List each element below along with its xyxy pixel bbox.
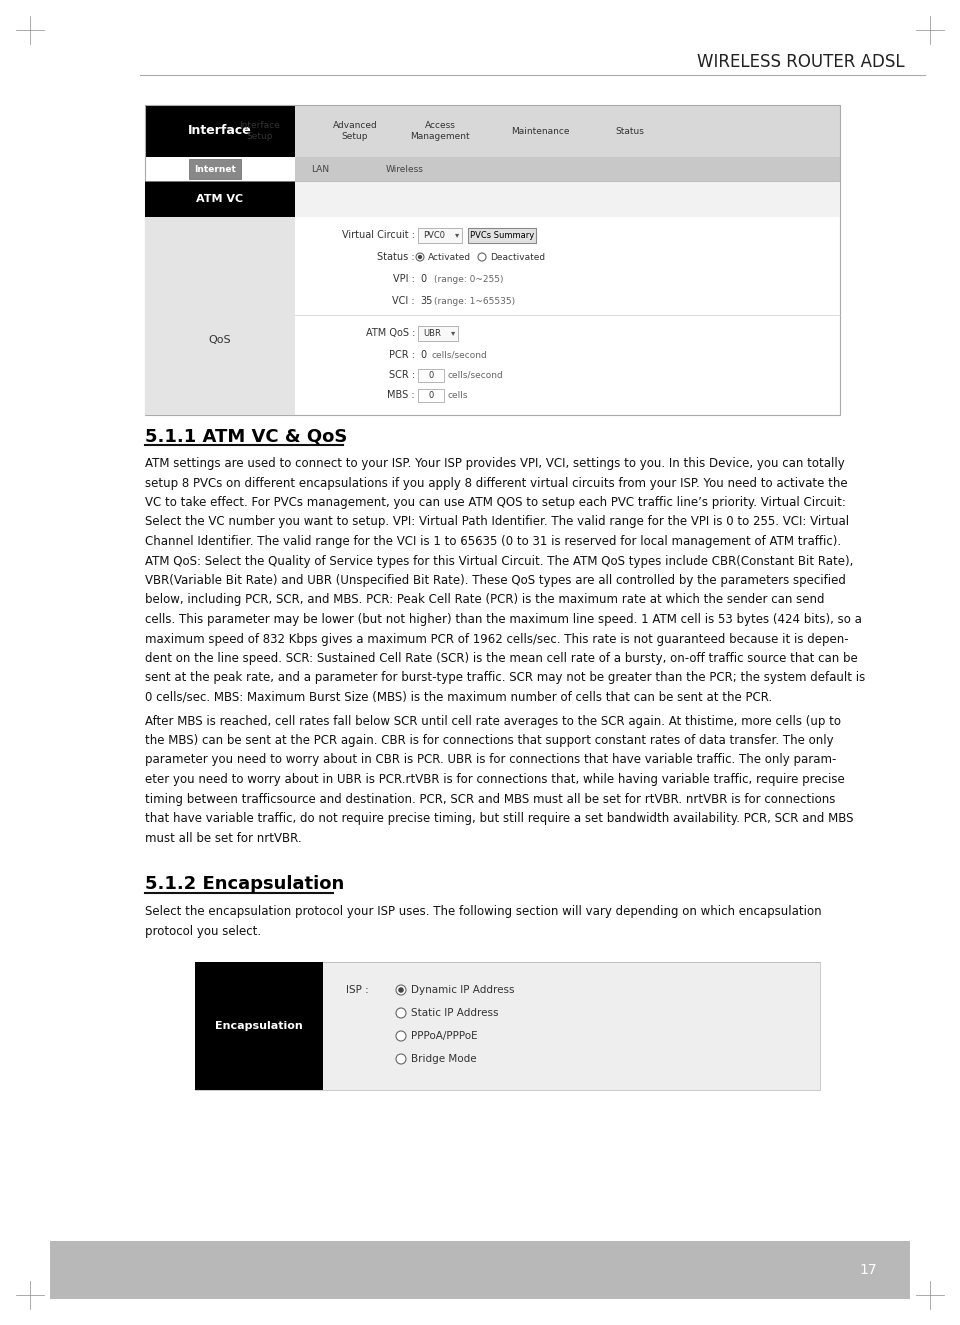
Text: Status: Status [615, 126, 644, 135]
Text: 5.1.1 ATM VC & QoS: 5.1.1 ATM VC & QoS [145, 427, 348, 445]
Text: LAN: LAN [311, 164, 329, 174]
Text: 5.1.2 Encapsulation: 5.1.2 Encapsulation [145, 874, 345, 893]
Bar [295, 105, 840, 156]
Text: 17: 17 [859, 1263, 876, 1277]
Text: Static IP Address: Static IP Address [411, 1008, 498, 1018]
Text: ▾: ▾ [455, 231, 459, 240]
Text: VC to take effect. For PVCs management, you can use ATM QOS to setup each PVC tr: VC to take effect. For PVCs management, … [145, 496, 846, 509]
Text: setup 8 PVCs on different encapsulations if you apply 8 different virtual circui: setup 8 PVCs on different encapsulations… [145, 477, 848, 489]
Text: VPI :: VPI : [394, 274, 415, 284]
Circle shape [396, 1053, 406, 1064]
Text: 0 cells/sec. MBS: Maximum Burst Size (MBS) is the maximum number of cells that c: 0 cells/sec. MBS: Maximum Burst Size (MB… [145, 692, 772, 704]
Bar [50, 1242, 910, 1298]
Text: protocol you select.: protocol you select. [145, 925, 261, 938]
Text: ISP :: ISP : [347, 984, 369, 995]
Bar [145, 217, 295, 415]
Text: PVCs Summary: PVCs Summary [469, 231, 534, 240]
Text: Maintenance: Maintenance [511, 126, 569, 135]
Circle shape [396, 1031, 406, 1041]
Text: VBR(Variable Bit Rate) and UBR (Unspecified Bit Rate). These QoS types are all c: VBR(Variable Bit Rate) and UBR (Unspecif… [145, 574, 846, 587]
Text: (range: 1~65535): (range: 1~65535) [434, 297, 516, 306]
Text: Activated: Activated [428, 253, 471, 261]
Circle shape [418, 254, 422, 260]
Bar [418, 388, 444, 401]
Text: PCR :: PCR : [389, 350, 415, 360]
Text: Encapsulation: Encapsulation [215, 1022, 302, 1031]
Text: maximum speed of 832 Kbps gives a maximum PCR of 1962 cells/sec. This rate is no: maximum speed of 832 Kbps gives a maximu… [145, 632, 849, 645]
Text: must all be set for nrtVBR.: must all be set for nrtVBR. [145, 832, 301, 844]
Text: 0: 0 [428, 371, 434, 379]
Text: (range: 0~255): (range: 0~255) [434, 274, 503, 284]
Text: MBS :: MBS : [388, 390, 415, 400]
Text: ATM QoS :: ATM QoS : [366, 329, 415, 338]
Circle shape [396, 984, 406, 995]
Text: sent at the peak rate, and a parameter for burst-type traffic. SCR may not be gr: sent at the peak rate, and a parameter f… [145, 672, 865, 685]
Text: UBR: UBR [423, 329, 441, 338]
Text: 0: 0 [420, 274, 426, 284]
Bar [189, 159, 241, 179]
Text: Select the encapsulation protocol your ISP uses. The following section will vary: Select the encapsulation protocol your I… [145, 905, 822, 918]
Text: ATM VC: ATM VC [197, 193, 244, 204]
Text: PVC0: PVC0 [423, 231, 445, 240]
Circle shape [478, 253, 486, 261]
Text: Bridge Mode: Bridge Mode [411, 1053, 476, 1064]
Text: VCI :: VCI : [393, 295, 415, 306]
Bar [418, 368, 444, 382]
Text: Status :: Status : [377, 252, 415, 262]
Text: Select the VC number you want to setup. VPI: Virtual Path Identifier. The valid : Select the VC number you want to setup. … [145, 515, 850, 529]
Text: below, including PCR, SCR, and MBS. PCR: Peak Cell Rate (PCR) is the maximum rat: below, including PCR, SCR, and MBS. PCR:… [145, 594, 825, 607]
Text: Advanced
Setup: Advanced Setup [332, 122, 377, 140]
Text: Virtual Circuit :: Virtual Circuit : [342, 231, 415, 240]
Circle shape [416, 253, 424, 261]
Text: Channel Identifier. The valid range for the VCI is 1 to 65635 (0 to 31 is reserv: Channel Identifier. The valid range for … [145, 535, 841, 549]
Text: eter you need to worry about in UBR is PCR.rtVBR is for connections that, while : eter you need to worry about in UBR is P… [145, 772, 845, 786]
Text: cells/second: cells/second [448, 371, 504, 379]
Bar [418, 326, 458, 341]
Text: 0: 0 [428, 391, 434, 400]
Text: cells/second: cells/second [432, 351, 488, 359]
Text: After MBS is reached, cell rates fall below SCR until cell rate averages to the : After MBS is reached, cell rates fall be… [145, 714, 841, 727]
Text: SCR :: SCR : [389, 370, 415, 380]
Bar [145, 182, 295, 217]
Text: Internet: Internet [194, 164, 236, 174]
Text: cells: cells [448, 391, 468, 400]
Text: PPPoA/PPPoE: PPPoA/PPPoE [411, 1031, 478, 1041]
Text: Dynamic IP Address: Dynamic IP Address [411, 984, 515, 995]
Bar [195, 962, 323, 1090]
Text: Access
Management: Access Management [410, 122, 469, 140]
Text: QoS: QoS [208, 335, 231, 345]
Bar [468, 228, 536, 242]
Text: timing between trafficsource and destination. PCR, SCR and MBS must all be set f: timing between trafficsource and destina… [145, 792, 835, 806]
Text: that have variable traffic, do not require precise timing, but still require a s: that have variable traffic, do not requi… [145, 812, 853, 825]
Text: cells. This parameter may be lower (but not higher) than the maximum line speed.: cells. This parameter may be lower (but … [145, 613, 862, 625]
Text: Interface
Setup: Interface Setup [240, 122, 280, 140]
Text: Deactivated: Deactivated [490, 253, 545, 261]
Text: dent on the line speed. SCR: Sustained Cell Rate (SCR) is the mean cell rate of : dent on the line speed. SCR: Sustained C… [145, 652, 857, 665]
Text: Interface: Interface [188, 125, 252, 138]
Bar [418, 228, 462, 242]
Bar [145, 105, 840, 415]
Circle shape [396, 1008, 406, 1018]
Circle shape [398, 987, 404, 992]
Bar [145, 105, 295, 156]
Bar [145, 182, 840, 217]
Text: parameter you need to worry about in CBR is PCR. UBR is for connections that hav: parameter you need to worry about in CBR… [145, 754, 836, 766]
Text: ATM settings are used to connect to your ISP. Your ISP provides VPI, VCI, settin: ATM settings are used to connect to your… [145, 457, 845, 470]
Text: Wireless: Wireless [386, 164, 424, 174]
Text: ATM QoS: Select the Quality of Service types for this Virtual Circuit. The ATM Q: ATM QoS: Select the Quality of Service t… [145, 554, 853, 567]
Text: 35: 35 [420, 295, 432, 306]
Text: 0: 0 [420, 350, 426, 360]
Text: WIRELESS ROUTER ADSL: WIRELESS ROUTER ADSL [697, 53, 905, 72]
Text: ▾: ▾ [451, 329, 455, 338]
Text: the MBS) can be sent at the PCR again. CBR is for connections that support const: the MBS) can be sent at the PCR again. C… [145, 734, 833, 747]
Bar [195, 962, 820, 1090]
Bar [295, 156, 840, 182]
